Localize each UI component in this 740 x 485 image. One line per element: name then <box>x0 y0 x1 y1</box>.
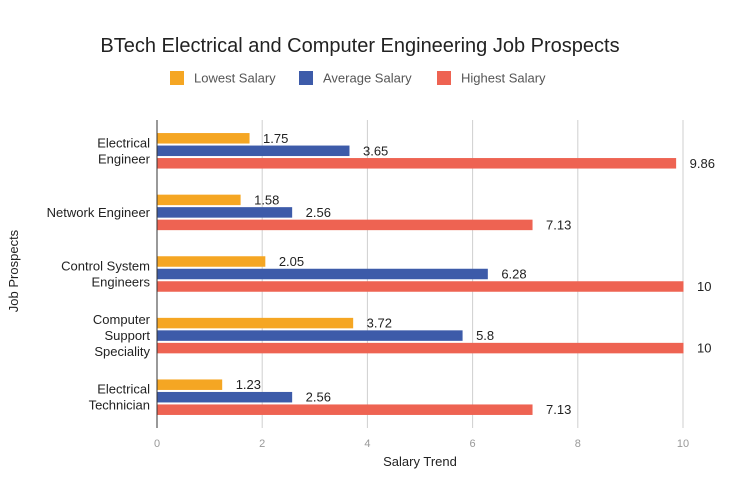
category-label: Network Engineer <box>47 205 151 220</box>
data-label: 10 <box>697 279 711 294</box>
bars <box>157 133 684 415</box>
bar <box>157 317 354 329</box>
x-tick-label: 6 <box>470 438 476 450</box>
category-label: Control System <box>61 259 150 274</box>
x-tick-label: 0 <box>154 438 160 450</box>
bar <box>157 379 223 390</box>
bar <box>157 158 677 169</box>
data-label: 6.28 <box>501 267 526 282</box>
x-tick-label: 8 <box>575 438 581 450</box>
category-label: Computer <box>93 312 151 327</box>
category-label: Engineer <box>98 151 151 166</box>
y-axis-title: Job Prospects <box>6 229 21 312</box>
data-label: 2.05 <box>279 254 304 269</box>
legend-label: Lowest Salary <box>194 71 276 86</box>
category-label: Technician <box>89 398 150 413</box>
bar <box>157 404 533 415</box>
data-label: 10 <box>697 341 711 356</box>
bar <box>157 194 241 206</box>
x-tick-label: 10 <box>677 438 689 450</box>
category-label: Speciality <box>94 344 150 359</box>
bar <box>157 330 463 341</box>
legend-swatch <box>437 71 451 85</box>
category-label: Engineers <box>91 275 150 290</box>
data-label: 1.23 <box>236 377 261 392</box>
bar <box>157 256 266 267</box>
data-label: 1.58 <box>254 192 279 207</box>
category-label: Electrical <box>97 382 150 397</box>
bar <box>157 342 684 354</box>
data-label: 2.56 <box>306 390 331 405</box>
x-tick-label: 2 <box>259 438 265 450</box>
bar <box>157 145 350 157</box>
category-label: Electrical <box>97 135 150 150</box>
legend-swatch <box>299 71 313 85</box>
category-label: Support <box>104 328 150 343</box>
bar <box>157 391 293 403</box>
legend-label: Highest Salary <box>461 71 546 86</box>
data-label: 5.8 <box>476 328 494 343</box>
legend: Lowest Salary Average Salary Highest Salar… <box>170 71 546 86</box>
chart-title: BTech Electrical and Computer Engineerin… <box>100 35 619 57</box>
bar <box>157 133 250 144</box>
data-label: 1.75 <box>263 131 288 146</box>
legend-label: Average Salary <box>323 71 412 86</box>
data-label: 9.86 <box>690 156 715 171</box>
data-label: 3.65 <box>363 143 388 158</box>
x-tick-label: 4 <box>364 438 370 450</box>
bar <box>157 268 488 280</box>
data-label: 7.13 <box>546 217 571 232</box>
data-labels: 1.75 3.65 9.86 1.58 2.56 7.13 2.05 6.28 10 3.72 5.… <box>236 131 715 417</box>
data-label: 2.56 <box>306 205 331 220</box>
x-tick-labels: 0 2 4 6 8 10 <box>154 438 689 450</box>
bar <box>157 281 684 292</box>
legend-swatch <box>170 71 184 85</box>
x-axis-title: Salary Trend <box>383 454 457 469</box>
data-label: 7.13 <box>546 402 571 417</box>
bar <box>157 207 293 218</box>
bar <box>157 219 533 231</box>
data-label: 3.72 <box>367 316 392 331</box>
